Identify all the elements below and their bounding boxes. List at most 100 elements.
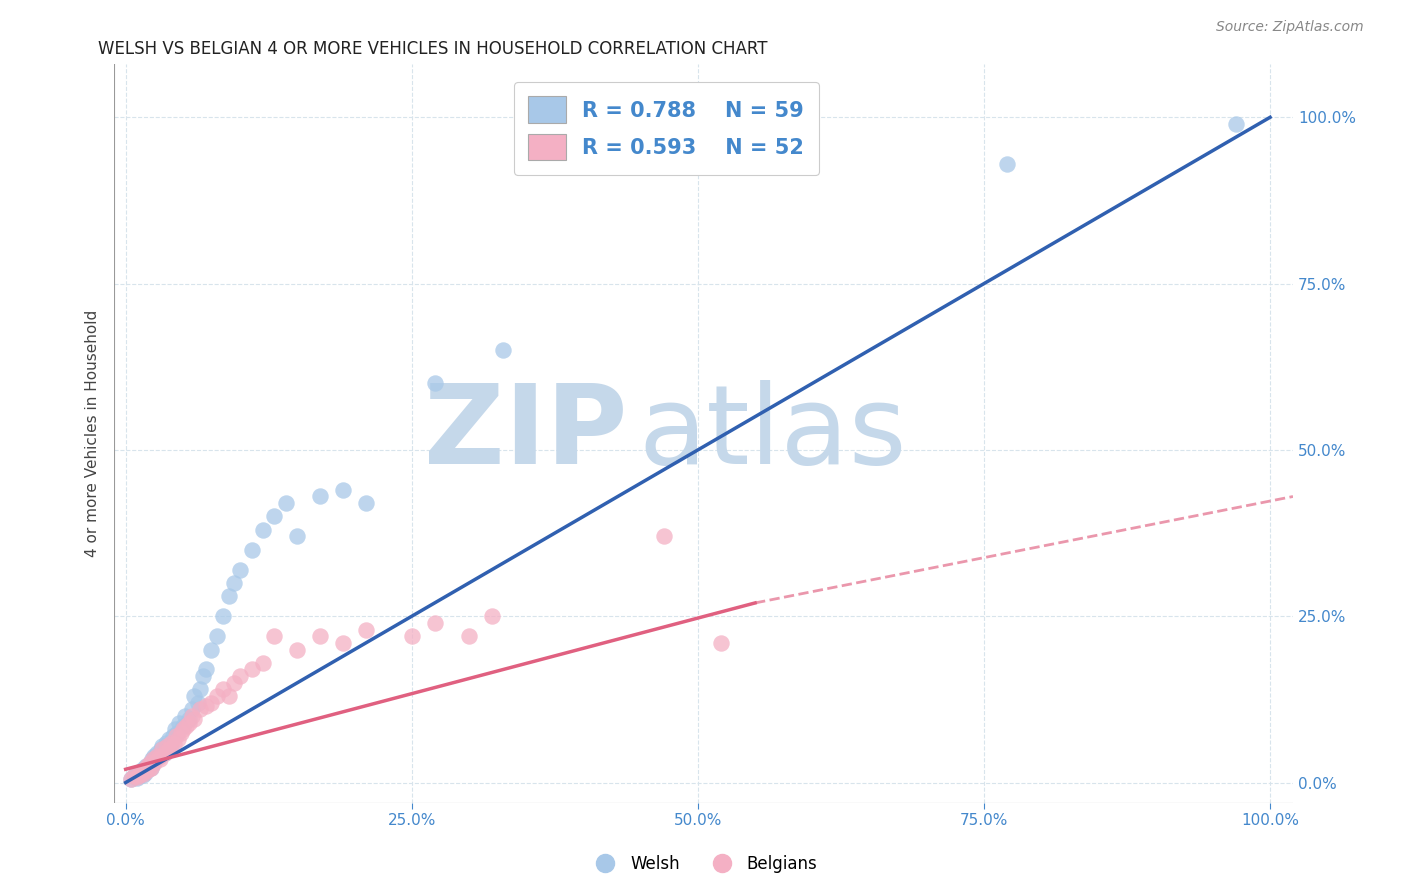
Point [194, 663, 217, 677]
Y-axis label: 4 or more Vehicles in Household: 4 or more Vehicles in Household [86, 310, 100, 557]
Point [145, 752, 167, 766]
Point [285, 642, 308, 657]
Point [139, 761, 162, 775]
Point [169, 715, 191, 730]
Point [332, 636, 354, 650]
Point [205, 689, 228, 703]
Point [134, 762, 156, 776]
Point [135, 759, 157, 773]
Point [218, 689, 240, 703]
Point [229, 563, 252, 577]
Point [163, 723, 186, 737]
Point [125, 770, 148, 784]
Point [132, 762, 155, 776]
Point [165, 729, 187, 743]
Point [155, 736, 177, 750]
Point [162, 729, 184, 743]
Point [492, 343, 515, 358]
Point [157, 742, 180, 756]
Point [138, 762, 160, 776]
Point [143, 756, 166, 770]
Point [177, 712, 200, 726]
Point [143, 748, 166, 763]
Point [141, 752, 163, 766]
Point [285, 529, 308, 543]
Point [125, 765, 148, 780]
Point [193, 669, 215, 683]
Point [354, 623, 377, 637]
Point [135, 764, 157, 778]
Point [183, 689, 205, 703]
Point [181, 702, 204, 716]
Point [157, 732, 180, 747]
Point [146, 750, 169, 764]
Point [148, 750, 170, 764]
Point [163, 737, 186, 751]
Legend: R = 0.788    N = 59, R = 0.593    N = 52: R = 0.788 N = 59, R = 0.593 N = 52 [513, 82, 818, 175]
Point [240, 663, 263, 677]
Point [129, 764, 152, 778]
Point [274, 496, 297, 510]
Point [252, 523, 274, 537]
Point [145, 748, 167, 763]
Point [122, 769, 145, 783]
Text: WELSH VS BELGIAN 4 OR MORE VEHICLES IN HOUSEHOLD CORRELATION CHART: WELSH VS BELGIAN 4 OR MORE VEHICLES IN H… [98, 40, 768, 58]
Point [132, 767, 155, 781]
Point [120, 772, 142, 787]
Point [125, 771, 148, 785]
Point [136, 759, 159, 773]
Point [150, 742, 173, 756]
Point [224, 675, 246, 690]
Point [122, 769, 145, 783]
Point [172, 723, 194, 737]
Point [200, 696, 222, 710]
Point [169, 725, 191, 739]
Point [187, 696, 209, 710]
Point [149, 748, 172, 763]
Point [138, 759, 160, 773]
Point [401, 629, 423, 643]
Point [1225, 117, 1247, 131]
Text: Source: ZipAtlas.com: Source: ZipAtlas.com [1216, 20, 1364, 34]
Point [156, 742, 179, 756]
Point [188, 682, 211, 697]
Point [174, 709, 197, 723]
Point [156, 739, 179, 753]
Point [129, 765, 152, 780]
Point [177, 715, 200, 730]
Point [172, 719, 194, 733]
Point [174, 719, 197, 733]
Point [194, 699, 217, 714]
Point [138, 756, 160, 770]
Point [205, 629, 228, 643]
Point [218, 589, 240, 603]
Point [160, 739, 183, 753]
Point [138, 756, 160, 770]
Point [200, 642, 222, 657]
Legend: Welsh, Belgians: Welsh, Belgians [582, 848, 824, 880]
Point [263, 509, 285, 524]
Point [183, 712, 205, 726]
Point [481, 609, 503, 624]
Point [150, 739, 173, 753]
Text: atlas: atlas [638, 380, 907, 487]
Point [120, 772, 142, 787]
Point [134, 765, 156, 780]
Point [132, 767, 155, 781]
Point [332, 483, 354, 497]
Point [160, 736, 183, 750]
Point [710, 636, 733, 650]
Point [212, 609, 235, 624]
Point [139, 761, 162, 775]
Point [423, 615, 446, 630]
Point [263, 629, 285, 643]
Point [229, 669, 252, 683]
Point [188, 702, 211, 716]
Point [252, 656, 274, 670]
Point [309, 629, 332, 643]
Point [153, 746, 176, 760]
Point [240, 542, 263, 557]
Point [995, 157, 1018, 171]
Point [458, 629, 481, 643]
Point [142, 756, 165, 770]
